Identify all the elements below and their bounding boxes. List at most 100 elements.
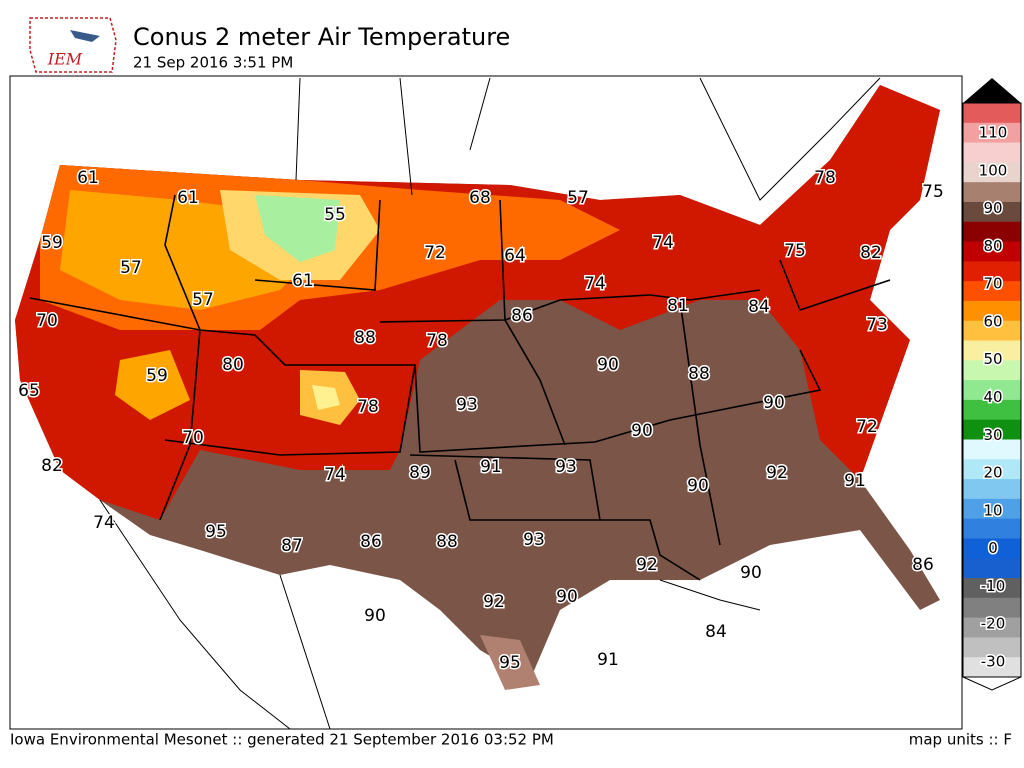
station-value: 80 (222, 355, 244, 375)
colorbar-band (963, 498, 1021, 520)
station-value: 75 (784, 241, 806, 261)
station-value: 74 (652, 233, 674, 253)
footer-left: Iowa Environmental Mesonet :: generated … (10, 731, 554, 749)
colorbar-band (963, 122, 1021, 144)
station-value: 93 (555, 457, 577, 477)
station-value: 74 (584, 274, 606, 294)
station-value: 68 (469, 188, 491, 208)
station-value: 91 (480, 457, 502, 477)
station-value: 91 (597, 650, 619, 670)
station-value: 90 (364, 606, 386, 626)
colorbar-band (963, 617, 1021, 638)
colorbar-band (963, 142, 1021, 163)
colorbar-band (963, 578, 1021, 599)
station-value: 89 (409, 463, 431, 483)
colorbar-band (963, 340, 1021, 361)
station-value: 91 (844, 471, 866, 491)
colorbar-label: 50 (983, 350, 1002, 368)
station-value: 55 (324, 205, 346, 225)
station-value: 65 (18, 381, 40, 401)
station-value: 57 (567, 188, 589, 208)
station-value: 88 (688, 364, 710, 384)
footer-right: map units :: F (909, 731, 1012, 749)
coastlines (99, 77, 881, 730)
station-value: 64 (504, 246, 526, 266)
subtitle: 21 Sep 2016 3:51 PM (133, 54, 293, 72)
colorbar-band (963, 479, 1021, 500)
colorbar-band (963, 221, 1021, 243)
colorbar-label: -10 (981, 577, 1006, 595)
station-value: 88 (436, 532, 458, 552)
station-value: 90 (740, 563, 762, 583)
station-value: 61 (292, 271, 314, 291)
colorbar-label: -30 (981, 653, 1006, 671)
station-value: 93 (523, 530, 545, 550)
station-value: 70 (36, 311, 58, 331)
station-value: 61 (77, 168, 99, 188)
colorbar (962, 78, 1022, 691)
colorbar-label: -20 (981, 615, 1006, 633)
colorbar-label: 40 (983, 388, 1002, 406)
colorbar-label: 110 (979, 124, 1008, 142)
logo: IEM (29, 17, 117, 73)
station-value: 86 (511, 306, 533, 326)
colorbar-label: 10 (983, 501, 1002, 519)
colorbar-band (963, 439, 1021, 460)
colorbar-band (963, 518, 1021, 539)
station-value: 92 (766, 463, 788, 483)
station-value: 78 (357, 397, 379, 417)
colorbar-label: 70 (983, 275, 1002, 293)
colorbar-label: 60 (983, 312, 1002, 330)
station-value: 88 (354, 328, 376, 348)
colorbar-band (963, 538, 1021, 559)
colorbar-band (963, 419, 1021, 440)
colorbar-band (963, 281, 1021, 302)
station-value: 86 (360, 532, 382, 552)
station-value: 95 (205, 522, 227, 542)
station-value: 59 (41, 233, 63, 253)
station-value: 59 (146, 366, 168, 386)
colorbar-label: 100 (979, 161, 1008, 179)
colorbar-label: 20 (983, 464, 1002, 482)
station-value: 86 (912, 555, 934, 575)
station-value: 78 (814, 168, 836, 188)
colorbar-band (963, 399, 1021, 421)
station-value: 75 (922, 182, 944, 202)
station-value: 61 (177, 188, 199, 208)
station-value: 57 (120, 258, 142, 278)
station-value: 74 (93, 513, 115, 533)
colorbar-band (963, 360, 1021, 381)
station-value: 84 (748, 297, 770, 317)
station-value: 87 (281, 536, 303, 556)
title: Conus 2 meter Air Temperature (133, 23, 510, 51)
state-borders (29, 194, 891, 581)
colorbar-band (963, 657, 1021, 678)
colorbar-band (963, 320, 1021, 342)
station-value: 84 (705, 622, 727, 642)
temperature-field (15, 85, 940, 690)
station-value: 93 (456, 395, 478, 415)
colorbar-band (963, 597, 1021, 619)
station-value: 82 (41, 456, 63, 476)
station-value: 95 (499, 653, 521, 673)
station-value: 92 (636, 555, 658, 575)
station-value: 92 (483, 592, 505, 612)
station-value: 70 (182, 428, 204, 448)
station-value: 72 (424, 243, 446, 263)
station-value: 90 (556, 587, 578, 607)
station-value: 73 (866, 315, 888, 335)
colorbar-band (963, 241, 1021, 262)
colorbar-band (963, 300, 1021, 322)
colorbar-band (963, 182, 1021, 203)
colorbar-band (963, 162, 1021, 183)
colorbar-band (963, 201, 1021, 223)
colorbar-label: 30 (983, 426, 1002, 444)
station-value: 90 (687, 476, 709, 496)
station-value: 78 (426, 331, 448, 351)
station-value: 72 (856, 417, 878, 437)
station-value: 74 (324, 465, 346, 485)
station-value: 90 (597, 355, 619, 375)
colorbar-label: 80 (983, 237, 1002, 255)
station-value: 81 (667, 296, 689, 316)
